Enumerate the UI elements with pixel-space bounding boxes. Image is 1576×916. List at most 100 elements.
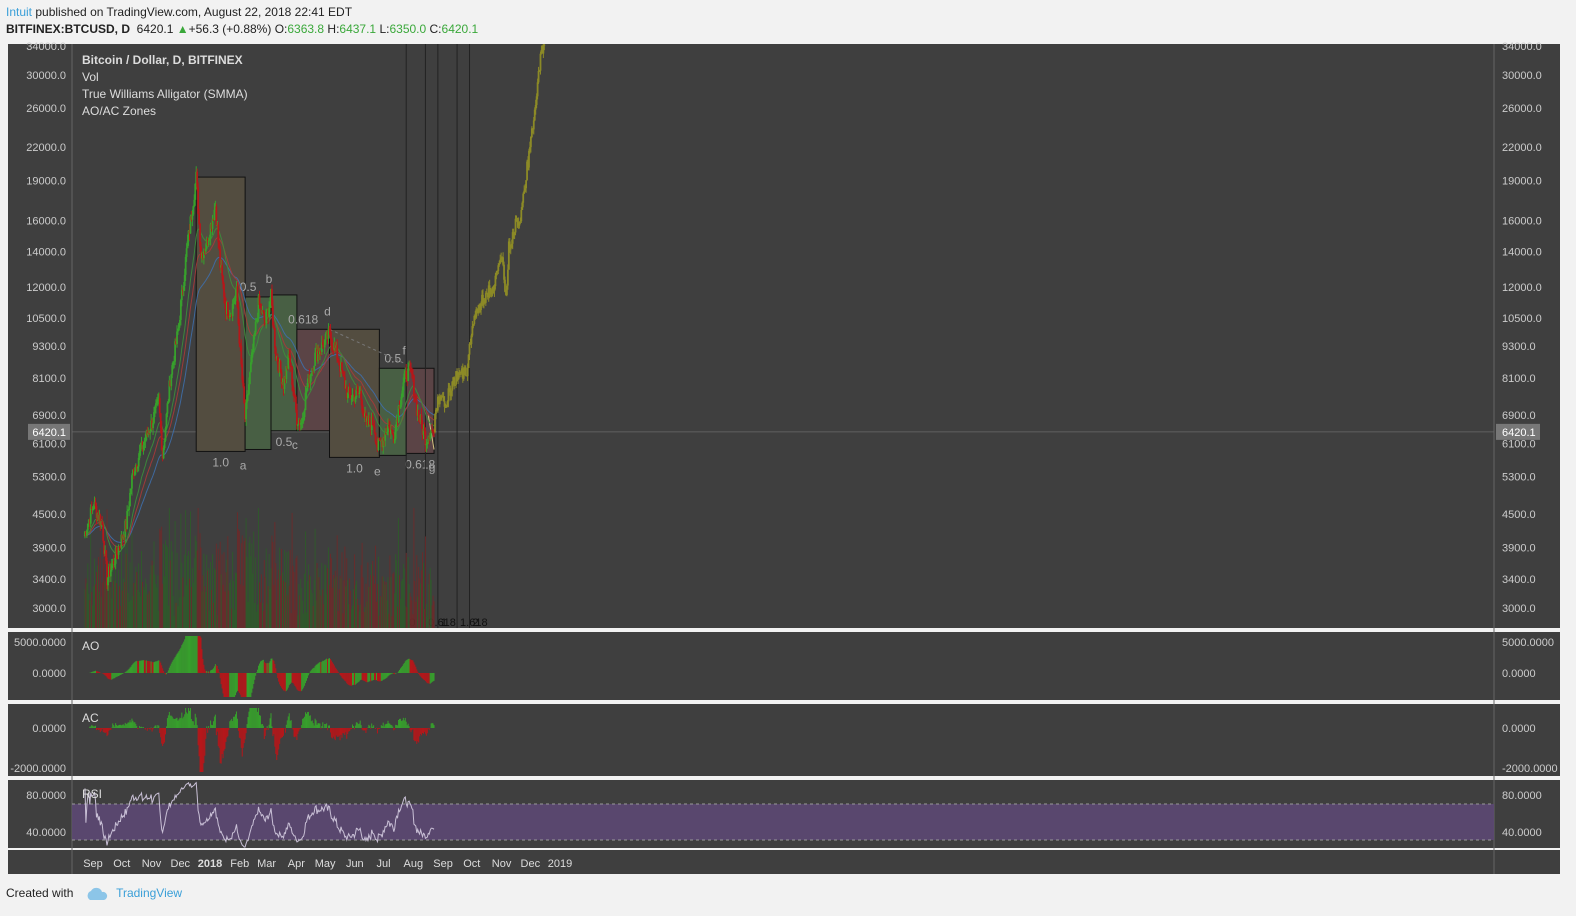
- volume-bar: [405, 552, 407, 628]
- candle-body: [417, 409, 420, 418]
- time-axis-bg: [8, 850, 1560, 874]
- candle-body: [407, 367, 410, 382]
- candle-body: [158, 398, 161, 414]
- candle-body: [87, 519, 90, 524]
- candle-body: [278, 361, 281, 373]
- volume-bar: [88, 593, 90, 628]
- volume-bar: [158, 610, 160, 628]
- candle-body: [364, 413, 366, 417]
- projection-candle-body: [502, 257, 504, 265]
- volume-bar: [205, 591, 207, 628]
- current-price-tag-left: 6420.1: [32, 427, 66, 439]
- candle-body: [335, 345, 338, 348]
- candle-body: [185, 248, 188, 257]
- candle-body: [238, 323, 241, 344]
- ao-tick-right: 5000.0000: [1502, 637, 1554, 649]
- candle-body: [86, 523, 89, 531]
- volume-bar: [339, 575, 341, 628]
- projection-candle-body: [513, 232, 516, 236]
- volume-bar: [297, 615, 299, 628]
- volume-bar: [274, 522, 276, 628]
- volume-bar: [329, 584, 330, 628]
- candle-body: [225, 302, 227, 315]
- volume-bar: [123, 582, 125, 628]
- candle-body: [286, 366, 289, 369]
- volume-bar: [103, 549, 105, 628]
- candle-body: [136, 466, 139, 469]
- candle-body: [270, 289, 272, 302]
- projection-candle-body: [463, 367, 466, 372]
- candle-body: [199, 223, 201, 247]
- projection-candle-body: [466, 368, 469, 377]
- projection-candle-body: [461, 368, 464, 379]
- ao-tick-left: 5000.0000: [14, 637, 66, 649]
- ac-tick-left: 0.0000: [32, 723, 66, 735]
- candle-body: [212, 219, 215, 221]
- volume-bar: [114, 580, 116, 628]
- author-link[interactable]: Intuit: [6, 5, 33, 19]
- candle-body: [112, 560, 115, 565]
- candle-body: [236, 286, 239, 308]
- volume-bar: [208, 568, 210, 628]
- volume-bar: [292, 565, 294, 628]
- candle-body: [327, 328, 330, 339]
- fib-time-label-1: 0.618: [428, 617, 456, 629]
- candle-body: [292, 384, 294, 390]
- candle-body: [325, 331, 328, 334]
- projection-candle-body: [454, 384, 457, 386]
- candle-body: [253, 332, 256, 336]
- volume-bar: [159, 528, 161, 628]
- projection-candle-body: [490, 290, 493, 295]
- volume-bar: [121, 590, 123, 628]
- projection-candle-body: [439, 396, 442, 400]
- volume-bar: [338, 589, 340, 628]
- projection-candle-body: [515, 217, 518, 219]
- candle-body: [274, 347, 277, 359]
- volume-bar: [302, 600, 304, 628]
- projection-candle-body: [488, 285, 491, 295]
- projection-candle-body: [532, 120, 535, 130]
- candle-body: [363, 415, 365, 417]
- price-tick-right-11: 6900.0: [1502, 410, 1536, 422]
- volume-bar: [108, 566, 110, 628]
- volume-bar: [231, 608, 233, 628]
- candle-body: [115, 548, 118, 555]
- projection-candle-body: [519, 221, 522, 223]
- volume-bar: [194, 535, 196, 628]
- candle-body: [290, 365, 293, 367]
- candle-body: [240, 345, 243, 365]
- volume-bar: [279, 547, 281, 628]
- volume-bar: [291, 512, 293, 628]
- candle-body: [229, 314, 232, 316]
- volume-bar: [414, 580, 416, 628]
- volume-bar: [315, 600, 317, 628]
- candle-body: [152, 422, 154, 429]
- cloud-logo-icon: [87, 887, 107, 900]
- candle-body: [362, 410, 364, 416]
- candle-body: [346, 392, 349, 399]
- candle-body: [119, 547, 122, 549]
- projection-candle-body: [458, 372, 460, 378]
- candle-body: [85, 531, 87, 536]
- volume-bar: [95, 584, 96, 628]
- projection-candle-body: [446, 401, 449, 406]
- volume-bar: [325, 565, 327, 628]
- tradingview-link[interactable]: TradingView: [116, 886, 183, 900]
- candle-body: [197, 187, 200, 214]
- projection-candle-body: [528, 150, 530, 168]
- volume-bar: [299, 595, 301, 628]
- volume-bar: [386, 600, 388, 628]
- candle-body: [203, 251, 206, 253]
- volume-bar: [305, 531, 306, 628]
- up-arrow-icon: ▲: [176, 22, 189, 36]
- volume-bar: [323, 604, 325, 628]
- zone-fib-label-1: 0.5: [240, 280, 257, 294]
- projection-candle-body: [494, 275, 497, 287]
- candle-body: [220, 265, 223, 268]
- candle-body: [120, 534, 123, 548]
- candle-body: [195, 171, 198, 184]
- candle-body: [431, 429, 434, 431]
- volume-bar: [203, 553, 205, 628]
- volume-bar: [141, 551, 142, 628]
